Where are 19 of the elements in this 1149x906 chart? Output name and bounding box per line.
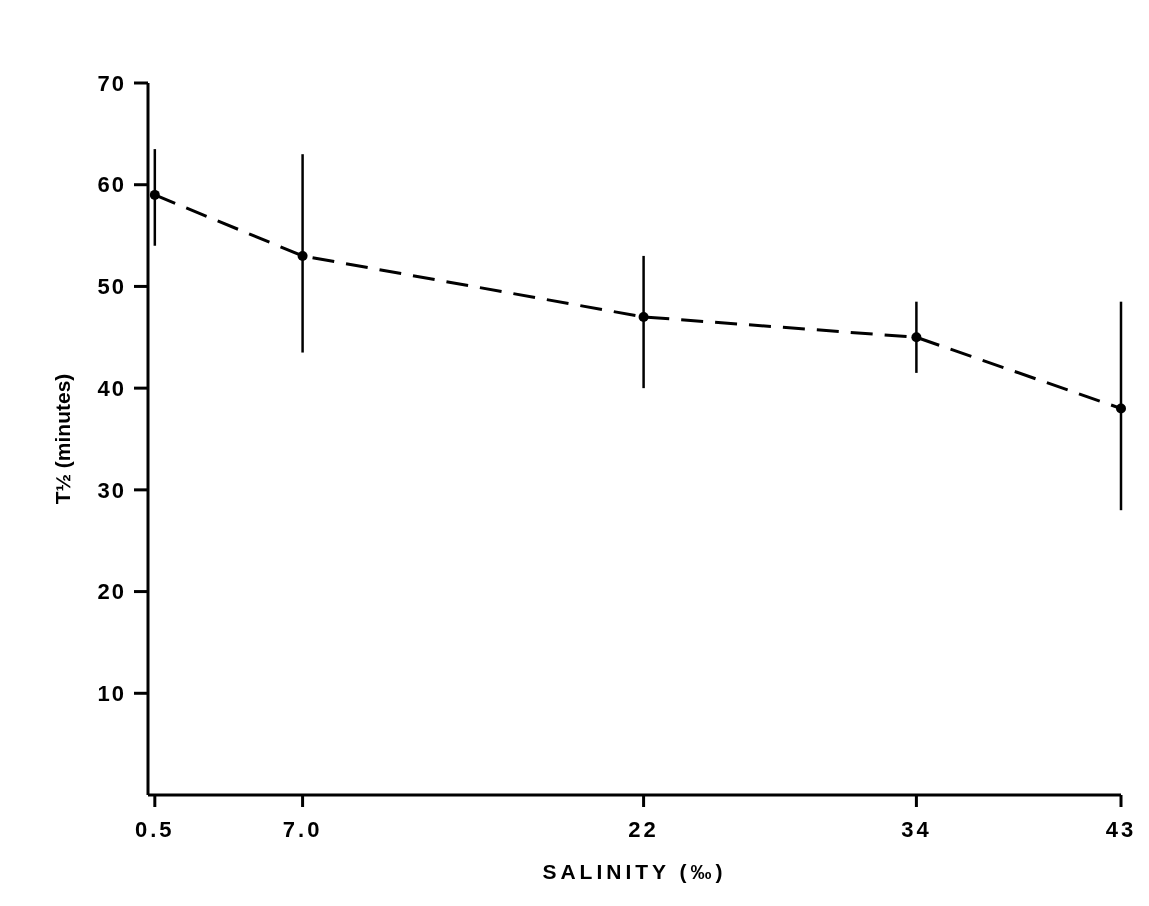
point (149, 189, 160, 200)
x-tick-label: 43 (1105, 817, 1137, 842)
y-tick-label: 30 (97, 477, 126, 503)
point (1116, 403, 1126, 414)
y-tick-label: 70 (97, 70, 126, 96)
point (911, 332, 922, 343)
y-tick-label: 20 (97, 579, 126, 605)
point (297, 250, 308, 261)
x-axis-title: SALINITY (‰) (542, 860, 727, 883)
y-tick-label: 60 (97, 172, 126, 198)
x-tick-label: 0.5 (135, 817, 175, 842)
y-tick-label: 50 (97, 274, 126, 300)
y-tick-label: 10 (97, 680, 126, 706)
x-tick-label: 22 (628, 817, 659, 842)
point (638, 311, 649, 322)
x-tick-label: 34 (901, 817, 932, 842)
y-axis-title: T½ (minutes) (51, 373, 74, 505)
x-tick-label: 7.0 (282, 817, 323, 842)
y-tick-label: 40 (97, 375, 126, 401)
